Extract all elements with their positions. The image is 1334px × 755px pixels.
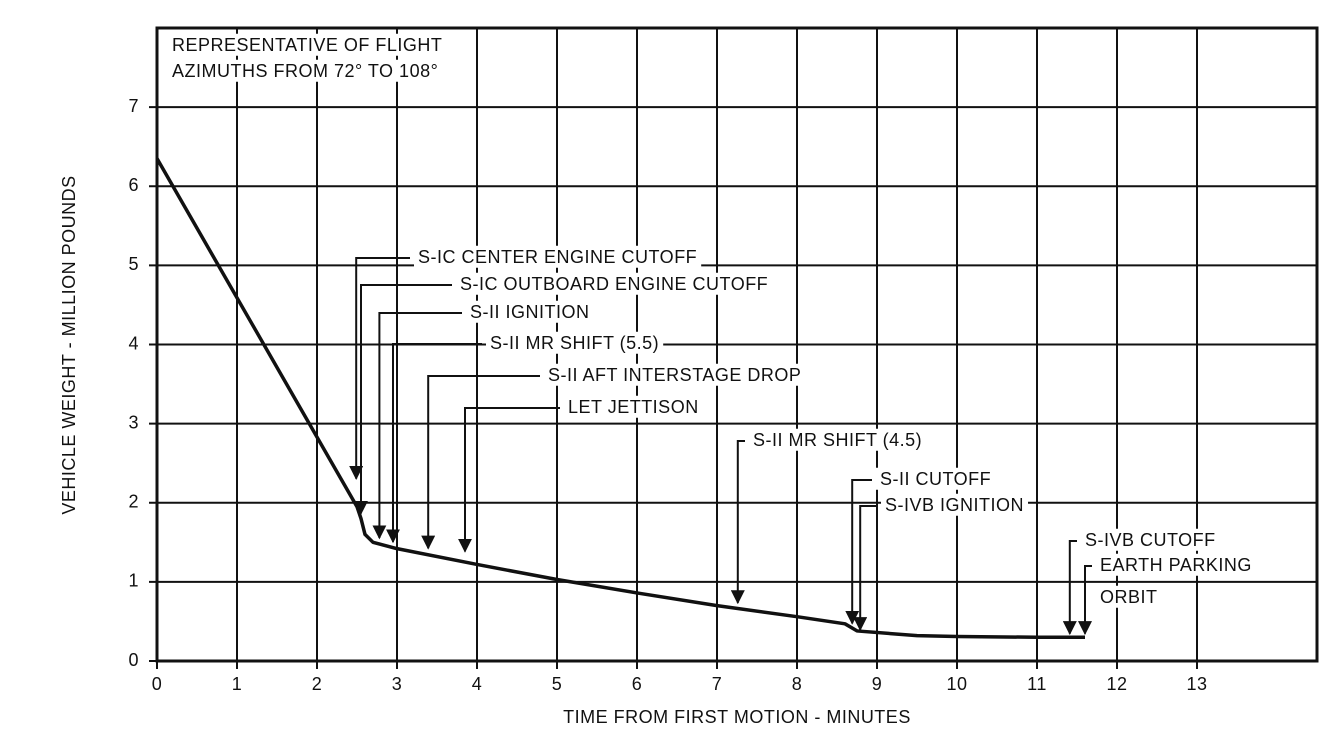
- annotation-text-bg: [876, 467, 996, 490]
- annotation-text: ORBIT: [1100, 587, 1158, 607]
- annotation-text: S-II MR SHIFT (4.5): [753, 430, 922, 450]
- annotation-arrow: [853, 505, 877, 632]
- note-text-bg: [168, 59, 443, 82]
- x-tick-label: 5: [552, 674, 563, 694]
- y-tick-label: 2: [128, 492, 139, 512]
- note-text: AZIMUTHS FROM 72° TO 108°: [172, 61, 438, 81]
- y-tick-label: 4: [128, 333, 139, 353]
- annotation-text-group: S-II MR SHIFT (4.5): [749, 428, 927, 451]
- y-axis-title: VEHICLE WEIGHT - MILLION POUNDS: [59, 175, 79, 514]
- plot-frame: [155, 26, 1319, 663]
- x-tick-label: 8: [792, 674, 803, 694]
- note-text: REPRESENTATIVE OF FLIGHT: [172, 35, 442, 55]
- annotation-text: LET JETTISON: [568, 397, 699, 417]
- annotation-text-bg: [749, 428, 927, 451]
- y-tick-label: 3: [128, 412, 139, 432]
- x-tick-label: 0: [152, 674, 163, 694]
- annotation-text-bg: [1081, 528, 1220, 551]
- x-tick-label: 12: [1106, 674, 1127, 694]
- annotation-text-bg: [1096, 585, 1162, 608]
- y-tick-label: 7: [128, 96, 139, 116]
- annotation-text: S-IVB CUTOFF: [1085, 530, 1216, 550]
- annotation-text-group: S-II MR SHIFT (5.5): [486, 331, 664, 354]
- x-tick-label: 9: [872, 674, 883, 694]
- annotation-arrow: [730, 440, 745, 605]
- note-text-bg: [168, 33, 447, 56]
- annotation-text-group: S-II AFT INTERSTAGE DROP: [544, 363, 806, 386]
- data-line: [155, 157, 1085, 640]
- annotation-arrow: [458, 407, 560, 553]
- annotation-text-group: ORBIT: [1096, 585, 1162, 608]
- annotation-arrow: [354, 284, 452, 515]
- x-tick-label: 6: [632, 674, 643, 694]
- annotation-arrow: [1078, 565, 1092, 636]
- annotation-arrow: [421, 375, 540, 550]
- annotation-text: S-II MR SHIFT (5.5): [490, 333, 659, 353]
- x-tick-label: 10: [946, 674, 967, 694]
- annotation-arrow: [1062, 540, 1077, 636]
- annotation-text-bg: [486, 331, 664, 354]
- annotation-text-bg: [881, 493, 1029, 516]
- y-tick-label: 6: [128, 175, 139, 195]
- annotation-text-group: S-IVB CUTOFF: [1081, 528, 1220, 551]
- annotation-text-group: S-II CUTOFF: [876, 467, 996, 490]
- annotation-text-bg: [1096, 553, 1256, 576]
- annotation-arrow: [372, 312, 462, 540]
- annotation-text-bg: [564, 395, 703, 418]
- annotation-text: S-IC CENTER ENGINE CUTOFF: [418, 247, 697, 267]
- annotation-text-bg: [414, 245, 702, 268]
- x-tick-label: 11: [1027, 674, 1047, 694]
- x-tick-label: 1: [232, 674, 243, 694]
- annotation-text: S-II IGNITION: [470, 302, 590, 322]
- annotation-arrow: [386, 343, 482, 544]
- x-tick-label: 3: [392, 674, 403, 694]
- annotation-text-group: S-IC OUTBOARD ENGINE CUTOFF: [456, 272, 773, 295]
- annotation-text-group: EARTH PARKING: [1096, 553, 1256, 576]
- annotation-text-group: LET JETTISON: [564, 395, 703, 418]
- x-axis-title: TIME FROM FIRST MOTION - MINUTES: [563, 707, 911, 727]
- annotation-text: S-II CUTOFF: [880, 469, 991, 489]
- y-tick-label: 0: [128, 650, 139, 670]
- annotation-text: EARTH PARKING: [1100, 555, 1252, 575]
- annotation-text-group: S-IC CENTER ENGINE CUTOFF: [414, 245, 702, 268]
- annotation-text: S-IVB IGNITION: [885, 495, 1024, 515]
- x-tick-label: 13: [1186, 674, 1207, 694]
- x-tick-label: 2: [312, 674, 323, 694]
- annotation-arrow: [349, 257, 410, 480]
- annotation-text-bg: [466, 300, 594, 323]
- x-tick-label: 7: [712, 674, 723, 694]
- annotation-text-bg: [544, 363, 806, 386]
- x-tick-label: 4: [472, 674, 483, 694]
- y-tick-label: 5: [128, 254, 139, 274]
- annotation-text: S-II AFT INTERSTAGE DROP: [548, 365, 801, 385]
- note-text-group: REPRESENTATIVE OF FLIGHT: [168, 33, 447, 56]
- y-tick-label: 1: [128, 571, 139, 591]
- annotation-arrow: [845, 479, 872, 625]
- annotation-text-bg: [456, 272, 773, 295]
- annotation-text-group: S-IVB IGNITION: [881, 493, 1029, 516]
- annotation-text: S-IC OUTBOARD ENGINE CUTOFF: [460, 274, 768, 294]
- note-text-group: AZIMUTHS FROM 72° TO 108°: [168, 59, 443, 82]
- annotation-text-group: S-II IGNITION: [466, 300, 594, 323]
